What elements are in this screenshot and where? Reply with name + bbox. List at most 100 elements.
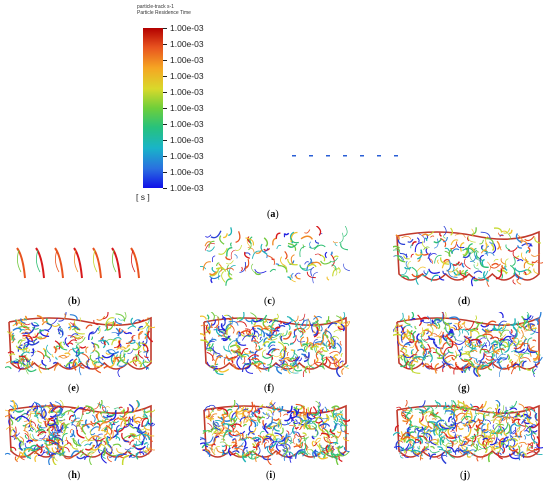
particle-track — [427, 257, 433, 264]
particle-track — [205, 410, 210, 419]
particle-track — [98, 339, 110, 346]
particle-track — [134, 353, 139, 366]
particle-track — [115, 327, 120, 337]
particle-track — [337, 445, 343, 457]
particle-track — [526, 414, 532, 419]
colorbar-tick-mark — [163, 156, 167, 157]
particle-track — [427, 452, 431, 457]
particle-track — [416, 428, 424, 432]
particle-track — [222, 316, 227, 321]
particle-track — [446, 259, 452, 272]
particle-track — [95, 357, 104, 361]
particle-track — [32, 407, 37, 411]
particle-track — [401, 236, 412, 240]
particle-track — [512, 256, 516, 267]
particle-track — [246, 358, 251, 370]
particle-track — [5, 452, 11, 456]
particle-track — [291, 272, 294, 279]
particle-track — [66, 439, 69, 445]
particle-track — [506, 411, 514, 420]
particle-track — [342, 312, 346, 320]
particle-track — [228, 316, 234, 321]
particle-track — [234, 351, 243, 356]
particle-track — [276, 324, 286, 331]
particle-track — [265, 333, 275, 337]
particle-track — [532, 429, 538, 433]
particle-track — [393, 249, 401, 254]
particle-track — [38, 363, 42, 374]
particle-track — [218, 269, 224, 280]
particle-track — [461, 262, 465, 268]
particle-track — [516, 412, 520, 416]
particle-track — [40, 332, 49, 340]
particle-track — [433, 238, 439, 249]
particle-track — [462, 247, 474, 253]
particle-track — [316, 444, 322, 457]
particle-track — [438, 428, 443, 432]
particle-track — [275, 232, 281, 239]
particle-track — [135, 355, 138, 363]
particle-track — [536, 444, 543, 449]
particle-track — [409, 342, 416, 349]
particle-track — [145, 367, 149, 370]
particle-track — [51, 447, 61, 455]
particle-track — [251, 263, 255, 273]
particle-track — [407, 438, 411, 444]
particle-track — [19, 436, 24, 443]
particle-track — [9, 418, 14, 426]
particle-track — [413, 440, 420, 444]
particle-track — [441, 312, 445, 320]
particle-track — [44, 446, 50, 456]
particle-track — [483, 351, 493, 357]
particle-track — [290, 411, 295, 415]
particle-track — [146, 447, 150, 450]
particle-track — [5, 409, 11, 415]
colorbar-tick-mark — [163, 28, 167, 29]
particle-track — [486, 278, 490, 287]
particle-track — [282, 444, 287, 450]
particle-track — [253, 409, 258, 413]
particle-track — [241, 348, 249, 355]
particle-track — [510, 362, 514, 365]
particle-track — [132, 319, 142, 324]
particle-track — [528, 315, 534, 320]
particle-track — [504, 265, 508, 271]
particle-track — [480, 360, 486, 364]
particle-track — [111, 412, 116, 415]
particle-track — [49, 441, 53, 446]
particle-track — [455, 434, 460, 437]
particle-track — [47, 417, 54, 425]
particle-track — [39, 434, 46, 440]
particle-track — [207, 349, 217, 355]
particle-track — [503, 410, 509, 414]
particle-track — [497, 232, 504, 236]
particle-track — [301, 319, 310, 327]
particle-track — [457, 349, 462, 358]
particle-track — [423, 347, 429, 351]
particle-track — [523, 271, 527, 276]
particle-track — [423, 270, 427, 275]
particle-track — [34, 455, 38, 463]
particle-track — [507, 233, 511, 241]
particle-track — [329, 355, 334, 361]
particle-track — [70, 450, 80, 458]
particle-track — [251, 437, 262, 441]
particle-track — [54, 417, 57, 424]
particle-track — [228, 363, 237, 369]
particle-track — [228, 410, 234, 423]
particle-track — [18, 440, 23, 451]
particle-track — [513, 341, 524, 350]
particle-track — [475, 412, 479, 416]
particle-track — [404, 443, 411, 451]
particle-track — [529, 324, 539, 334]
particle-track — [462, 422, 471, 427]
particle-track — [313, 451, 324, 459]
particle-track — [505, 437, 519, 443]
particle-track — [517, 235, 523, 244]
particle-track — [492, 424, 495, 430]
particle-track — [410, 356, 421, 366]
particle-track — [131, 438, 139, 441]
particle-track — [215, 435, 220, 438]
particle-track — [256, 421, 259, 427]
particle-track — [405, 412, 411, 418]
